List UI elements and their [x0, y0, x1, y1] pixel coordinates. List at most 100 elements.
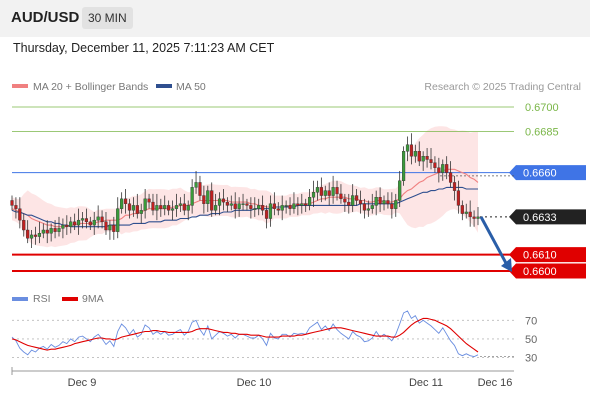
candle-body — [284, 205, 288, 207]
candle — [261, 195, 265, 216]
candle-body — [221, 198, 226, 203]
candle — [131, 197, 135, 217]
candle-body — [53, 228, 57, 232]
candle — [96, 205, 100, 229]
candle-body — [433, 162, 437, 168]
candle — [433, 156, 437, 173]
candle — [284, 200, 288, 214]
candle-body — [233, 203, 237, 209]
candle-body — [382, 200, 386, 204]
candle — [182, 193, 186, 216]
candle-body — [245, 203, 249, 206]
candle — [112, 216, 116, 240]
chart-header: AUD/USD 30 MIN — [0, 0, 590, 37]
candle-body — [57, 228, 61, 232]
candle-body — [268, 203, 273, 219]
candle — [120, 192, 124, 214]
level-label-0.6600: 0.6600 — [523, 266, 557, 278]
candle-body — [390, 203, 394, 209]
candle — [237, 197, 241, 217]
rsi-series-rsi — [11, 310, 479, 358]
candle-body — [456, 190, 461, 206]
candle — [155, 193, 159, 221]
candle — [18, 197, 22, 229]
candle-body — [308, 196, 312, 206]
candle-body — [170, 208, 175, 211]
candle-body — [139, 210, 143, 214]
candle — [135, 193, 139, 219]
candle-body — [14, 205, 18, 209]
candle — [92, 211, 96, 235]
candle — [374, 190, 378, 216]
candle-body — [10, 200, 14, 206]
x-tick-label: Dec 9 — [68, 377, 97, 389]
candle — [358, 190, 363, 214]
ma50-legend-swatch — [156, 84, 172, 88]
candle-body — [92, 219, 96, 226]
ma20-legend-swatch — [12, 84, 28, 88]
candle — [472, 210, 476, 227]
candle-body — [65, 224, 69, 227]
candle-body — [366, 208, 370, 211]
candle — [217, 192, 222, 216]
candle — [335, 180, 339, 201]
candle — [456, 180, 461, 214]
ma20-legend-label: MA 20 + Bollinger Bands — [33, 81, 148, 93]
level-label-0.6610: 0.6610 — [523, 250, 557, 262]
candle — [308, 189, 312, 211]
level-label-0.6633: 0.6633 — [523, 212, 557, 224]
rsi-series-9ma — [11, 317, 479, 353]
candle-body — [41, 229, 45, 234]
candle-body — [311, 192, 316, 198]
candle-body — [445, 164, 449, 173]
candle — [151, 193, 155, 216]
candle — [386, 192, 390, 209]
candle-body — [167, 205, 171, 211]
candle-body — [26, 229, 30, 239]
candle — [390, 192, 394, 219]
candle-body — [476, 216, 480, 219]
candle-body — [405, 144, 410, 152]
candle — [292, 192, 296, 214]
candle — [53, 220, 57, 239]
candle-body — [206, 190, 210, 204]
timeframe-button[interactable]: 30 MIN — [82, 7, 133, 29]
candle — [57, 216, 61, 237]
candle-body — [96, 216, 100, 221]
candle — [194, 170, 198, 194]
candle — [370, 193, 374, 214]
candle-body — [151, 201, 155, 211]
candle — [327, 182, 331, 206]
candle-body — [116, 208, 120, 232]
candle-body — [319, 187, 323, 196]
candle-body — [123, 198, 128, 204]
candle — [276, 202, 280, 216]
candle — [29, 230, 34, 249]
candle — [249, 197, 253, 219]
candle — [88, 216, 92, 230]
candle — [147, 193, 151, 209]
candle-body — [22, 219, 26, 231]
candle-body — [355, 195, 359, 201]
candle — [460, 200, 464, 221]
candle-body — [425, 155, 429, 160]
candle-body — [210, 190, 214, 211]
candle — [174, 193, 179, 217]
candle-body — [229, 203, 233, 206]
candle-body — [84, 218, 89, 223]
candle — [37, 221, 42, 244]
candle-body — [264, 210, 269, 219]
candle — [167, 200, 171, 216]
candle — [366, 200, 370, 217]
candle — [417, 141, 421, 167]
candle — [163, 195, 167, 216]
candle-body — [304, 203, 308, 206]
candle-body — [249, 205, 253, 209]
symbol-label: AUD/USD — [11, 9, 80, 26]
candle-body — [131, 205, 135, 211]
candle-body — [253, 208, 257, 210]
candle — [398, 170, 402, 208]
level-tag-0.6610 — [509, 247, 586, 263]
candle — [73, 213, 77, 230]
x-tick-label: Dec 10 — [237, 377, 272, 389]
